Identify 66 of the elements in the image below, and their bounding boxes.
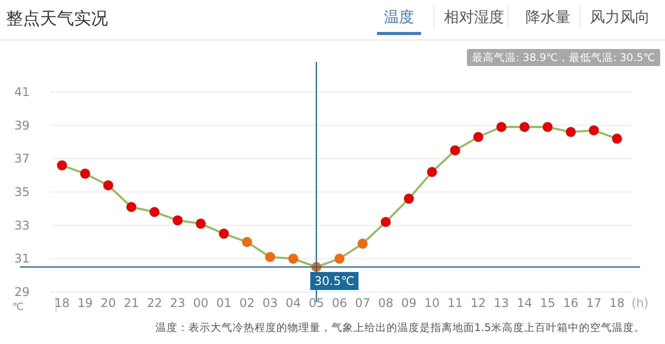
chart-subtitle: 最高气温: 38.9℃，最低气温: 30.5℃: [472, 51, 656, 64]
y-tick-label: 31: [14, 252, 30, 266]
point: [473, 132, 484, 142]
point: [566, 127, 576, 137]
x-tick-label: 01: [216, 296, 232, 310]
text: 相对湿度: [444, 8, 504, 26]
x-tick-label: 02: [239, 296, 255, 310]
point: [288, 254, 298, 264]
point: [265, 252, 276, 262]
x-tick-label: 15: [540, 296, 556, 310]
x-tick-label: 12: [470, 296, 486, 310]
x-tick-label: 07: [354, 296, 370, 310]
point: [450, 145, 460, 156]
point: [496, 122, 506, 132]
x-tick-label: 18: [54, 296, 70, 310]
y-tick-label: 35: [14, 185, 30, 199]
x-tick-label: 13: [494, 296, 510, 310]
text: 降水量: [526, 8, 570, 26]
point: [218, 228, 229, 239]
x-tick-label: 16: [563, 296, 578, 310]
x-tick-label: 20: [100, 296, 116, 310]
x-tick-label: 00: [193, 296, 208, 310]
point: [427, 167, 437, 177]
y-axis-title: ℃: [12, 302, 24, 313]
point: [80, 168, 90, 179]
x-tick-label: 10: [424, 296, 440, 310]
annotation: 30.5℃: [314, 274, 354, 288]
y-tick-label: 29: [14, 285, 30, 299]
x-tick-label: 21: [124, 296, 140, 310]
point: [150, 207, 160, 217]
point: [172, 215, 183, 226]
x-tick-label: 05: [308, 296, 324, 310]
point: [126, 202, 136, 212]
point: [57, 160, 67, 170]
x-tick-label: 23: [170, 296, 186, 310]
x-tick-label: 09: [401, 296, 417, 310]
point: [196, 218, 206, 229]
point: [404, 194, 414, 204]
y-tick-label: 41: [14, 85, 30, 99]
x-tick-label: 17: [586, 296, 602, 310]
x-tick-label: 11: [447, 296, 463, 310]
y-tick-label: 37: [14, 152, 30, 166]
point: [380, 217, 391, 227]
x-tick-label: 06: [332, 296, 348, 310]
x-tick-label: 22: [146, 296, 162, 310]
y-tick-label: 39: [14, 118, 30, 132]
point: [612, 134, 622, 144]
point: [520, 122, 530, 132]
x-tick-label: 04: [286, 296, 301, 310]
x-tick-label: 18: [609, 296, 625, 310]
x-tick-label: 08: [378, 296, 394, 310]
text: 风力风向: [590, 8, 650, 26]
chart-title: 整点天气实况: [6, 9, 108, 29]
point: [242, 237, 252, 247]
point: [358, 238, 368, 249]
x-axis-title: (h): [632, 296, 648, 310]
point: [103, 180, 114, 190]
x-tick-label: 14: [516, 296, 532, 310]
y-tick-label: 33: [14, 218, 30, 232]
x-tick-label: 19: [77, 296, 93, 310]
point: [542, 122, 553, 132]
text: 温度: [384, 8, 414, 26]
point: [588, 125, 599, 136]
text: 温度：表示大气冷热程度的物理量，气象上给出的温度是指离地面1.5米高度上百叶箱中的空气温度。: [155, 321, 645, 334]
x-tick-label: 03: [262, 296, 278, 310]
point: [334, 254, 344, 264]
